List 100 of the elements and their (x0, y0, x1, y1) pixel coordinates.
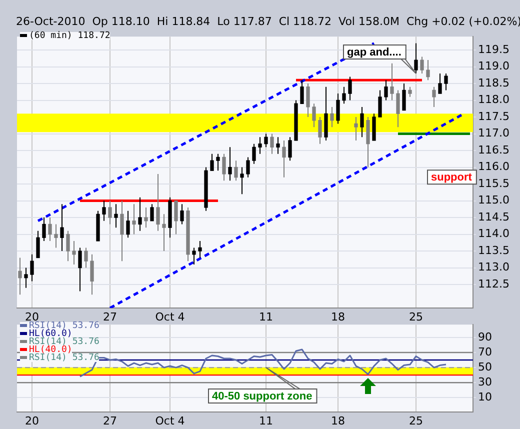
candlestick (300, 80, 304, 104)
candlestick (282, 140, 286, 178)
candlestick (198, 240, 202, 258)
candlestick (426, 60, 430, 81)
candlestick (336, 93, 340, 124)
y-tick-label: 116.0 (478, 160, 510, 174)
legend-label: HL(40.0) (20, 345, 72, 355)
candlestick (192, 247, 196, 265)
candlestick (126, 210, 130, 238)
x-tick-label: 25 (409, 414, 423, 428)
candlestick (66, 230, 70, 262)
candlestick (402, 83, 406, 111)
candlestick (222, 153, 226, 182)
annotation: support (431, 172, 472, 184)
candlestick (138, 196, 142, 232)
candlestick (204, 166, 208, 212)
y-tick-label: 115.5 (478, 176, 510, 190)
legend-label: (60 min) 118.72 (20, 31, 110, 41)
x-tick-label: 18 (331, 414, 345, 428)
candlestick (186, 206, 190, 262)
candlestick (96, 210, 100, 242)
candlestick (18, 257, 22, 296)
y-tick-label: 113.5 (478, 244, 510, 257)
candlestick (102, 200, 106, 222)
candlestick (42, 217, 46, 242)
candlestick (240, 166, 244, 195)
candlestick (276, 136, 280, 154)
x-tick-label: 27 (103, 414, 117, 428)
candlestick (210, 153, 214, 171)
candlestick (330, 106, 334, 128)
x-tick-label: 25 (409, 310, 423, 324)
y-tick-label: 119.0 (478, 60, 510, 73)
candlestick (216, 153, 220, 172)
y-tick-label: 117.0 (478, 126, 510, 140)
y-tick-label: 114.5 (478, 210, 510, 224)
x-tick-label: 11 (259, 414, 273, 428)
candlestick (258, 136, 262, 154)
candlestick (390, 62, 394, 101)
candlestick (78, 247, 82, 292)
x-tick-label: 11 (259, 310, 273, 324)
candlestick (144, 206, 148, 228)
y-tick-label: 90 (478, 330, 492, 344)
candlestick (114, 204, 118, 228)
candlestick (24, 267, 28, 288)
candlestick (108, 200, 112, 225)
candlestick (408, 86, 412, 98)
y-tick-label: 50 (478, 360, 492, 374)
x-tick-label: 18 (331, 310, 345, 324)
candlestick (444, 72, 448, 91)
y-tick-label: 118.5 (478, 76, 510, 90)
candlestick (294, 100, 298, 141)
candlestick (306, 83, 310, 118)
candlestick (324, 86, 328, 141)
candlestick (432, 86, 436, 108)
candlestick (174, 200, 178, 235)
candlestick (30, 254, 34, 282)
candlestick (372, 113, 376, 141)
y-tick-label: 117.5 (478, 110, 510, 123)
annotation: gap and.... (347, 46, 402, 58)
candlestick (150, 204, 154, 222)
y-tick-label: 116.5 (478, 143, 510, 156)
candlestick (72, 240, 76, 265)
candlestick (348, 76, 352, 101)
candlestick (270, 133, 274, 154)
y-tick-label: 115.0 (478, 194, 510, 207)
candlestick (378, 90, 382, 118)
candlestick (414, 42, 418, 74)
candlestick (120, 200, 124, 262)
candlestick (312, 103, 316, 128)
candlestick (84, 247, 88, 268)
candlestick (420, 56, 424, 74)
candlestick (90, 254, 94, 296)
x-tick-label: Oct 4 (155, 310, 185, 324)
candlestick (354, 116, 358, 141)
y-tick-label: 10 (478, 390, 492, 404)
x-tick-label: Oct 4 (155, 414, 185, 428)
candlestick (318, 116, 322, 144)
x-tick-label: 20 (25, 414, 39, 428)
candlestick (396, 90, 400, 128)
candlestick (246, 156, 250, 178)
y-tick-label: 119.5 (478, 42, 510, 56)
candlestick (132, 204, 136, 235)
candlestick (228, 146, 232, 182)
y-tick-label: 112.5 (478, 277, 510, 290)
candlestick (36, 230, 40, 258)
candlestick (366, 116, 370, 168)
y-tick-label: 70 (478, 345, 492, 358)
y-tick-label: 30 (478, 375, 492, 388)
candlestick (156, 173, 160, 232)
candlestick (180, 204, 184, 225)
y-tick-label: 113.0 (478, 260, 510, 274)
candlestick (342, 86, 346, 104)
candlestick (60, 204, 64, 252)
candlestick (360, 106, 364, 138)
candlestick (384, 80, 388, 101)
candlestick (54, 224, 58, 248)
candlestick (288, 136, 292, 162)
legend-label: RSI(14) 53.76 (20, 353, 100, 363)
candlestick (162, 214, 166, 252)
candlestick (168, 196, 172, 238)
